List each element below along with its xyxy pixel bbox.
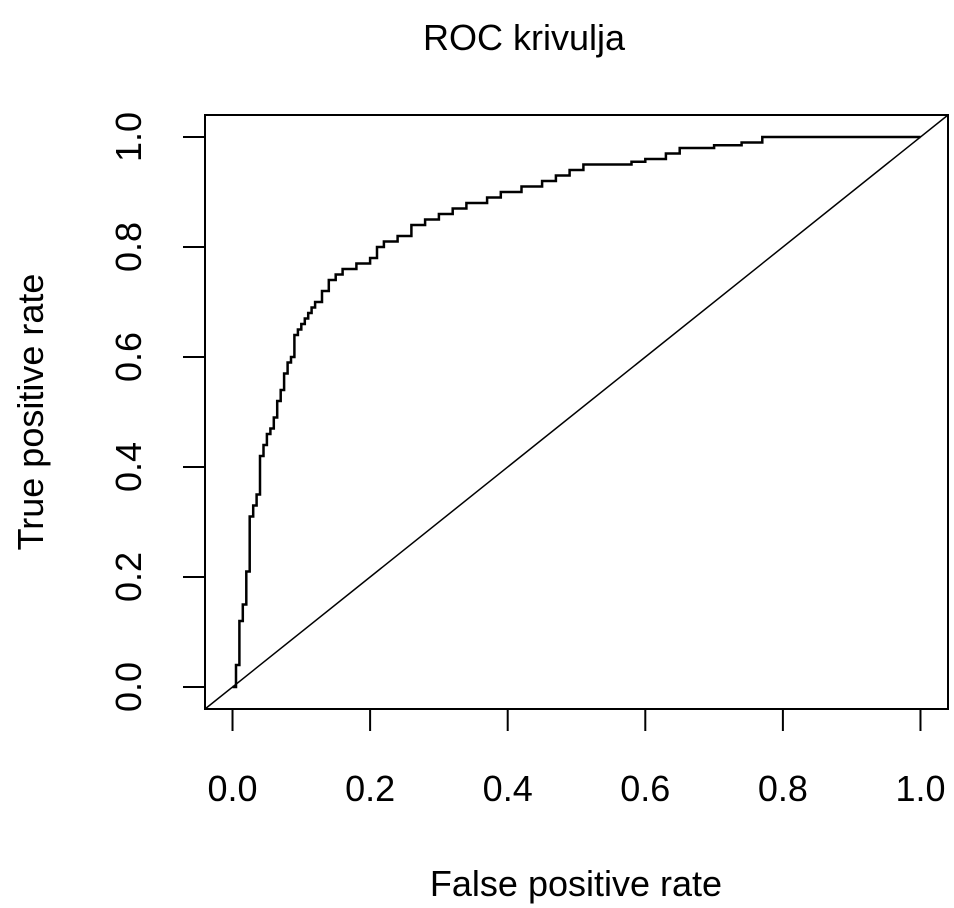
y-tick-label: 1.0: [108, 112, 149, 162]
y-axis-label: True positive rate: [10, 274, 51, 551]
roc-curve-line: [232, 135, 921, 689]
x-tick-label: 0.2: [345, 768, 395, 809]
y-tick-label: 0.0: [108, 662, 149, 712]
x-tick-label: 0.8: [758, 768, 808, 809]
x-tick-label: 0.6: [620, 768, 670, 809]
y-tick-label: 0.6: [108, 332, 149, 382]
chart-title: ROC krivulja: [423, 17, 626, 58]
y-tick-label: 0.4: [108, 442, 149, 492]
x-axis-label: False positive rate: [430, 863, 722, 904]
x-axis: 0.0 0.2 0.4 0.6 0.8 1.0: [207, 708, 946, 809]
series-layer: [204, 114, 949, 710]
y-tick-label: 0.2: [108, 552, 149, 602]
y-tick-label: 0.8: [108, 222, 149, 272]
x-tick-label: 0.4: [483, 768, 533, 809]
x-tick-label: 0.0: [207, 768, 257, 809]
y-axis: 0.0 0.2 0.4 0.6 0.8 1.0: [108, 112, 206, 712]
x-tick-label: 1.0: [895, 768, 945, 809]
diagonal-reference-line: [204, 114, 949, 710]
